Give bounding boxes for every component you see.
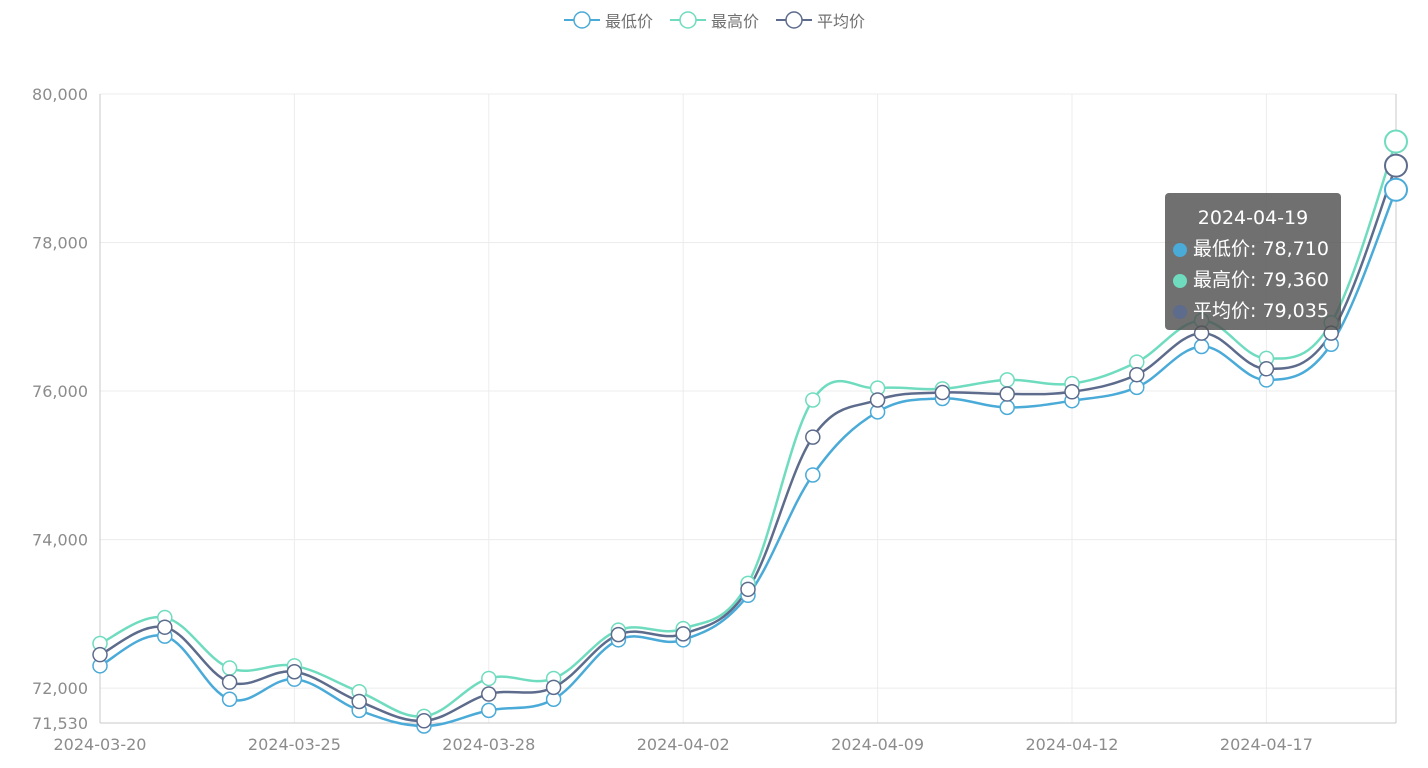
data-point-2 <box>545 679 562 696</box>
data-point-0 <box>221 691 238 707</box>
data-point-0 <box>1193 338 1210 355</box>
data-point-0 <box>805 467 821 483</box>
data-point-2 <box>1258 361 1275 377</box>
tooltip-text-min: 最低价: 78,710 <box>1193 238 1329 260</box>
data-point-1 <box>481 670 497 687</box>
tooltip-dot-max <box>1173 273 1187 288</box>
axes: 71,530 72,000 74,000 76,000 78,000 80,000 2024… <box>32 85 1397 754</box>
legend-max-icon <box>669 11 706 29</box>
data-point-1 <box>999 372 1015 388</box>
data-point-2 <box>1129 366 1145 383</box>
tooltip-dot-min <box>1173 242 1187 257</box>
data-point-2 <box>610 626 627 643</box>
x-tick-label: 2024-03-20 <box>54 735 147 754</box>
data-point-0 <box>1384 177 1408 202</box>
data-point-2 <box>805 429 821 445</box>
data-point-2 <box>481 686 497 702</box>
data-point-2 <box>1384 153 1408 178</box>
data-point-2 <box>92 646 108 663</box>
legend-min-icon <box>563 11 600 29</box>
data-point-0 <box>481 702 497 719</box>
data-point-2 <box>740 581 756 598</box>
x-tick-label: 2024-04-09 <box>831 735 924 754</box>
tooltip-row-min: 最低价: 78,710 <box>1173 234 1333 265</box>
data-point-1 <box>221 660 238 676</box>
grid-lines <box>100 93 1396 724</box>
data-point-0 <box>999 399 1015 416</box>
data-point-2 <box>221 674 238 690</box>
legend-label-max: 最高价 <box>710 12 759 31</box>
tooltip-text-avg: 平均价: 79,035 <box>1193 300 1329 322</box>
data-point-1 <box>805 392 821 408</box>
x-tick-label: 2024-03-28 <box>442 735 535 754</box>
data-point-2 <box>286 664 303 680</box>
tooltip-dot-avg <box>1173 304 1187 319</box>
y-tick-label: 74,000 <box>32 531 88 550</box>
data-point-2 <box>675 626 691 642</box>
legend-item-avg[interactable]: 平均价 <box>775 8 865 32</box>
x-tick-label: 2024-03-25 <box>248 735 341 754</box>
legend-label-avg: 平均价 <box>817 12 866 31</box>
legend-label-min: 最低价 <box>604 12 653 31</box>
data-point-2 <box>157 619 173 635</box>
data-point-2 <box>999 386 1015 402</box>
data-point-2 <box>934 384 951 401</box>
legend-item-min[interactable]: 最低价 <box>563 8 653 32</box>
legend-item-max[interactable]: 最高价 <box>669 8 759 32</box>
tooltip-text-max: 最高价: 79,360 <box>1193 269 1329 291</box>
tooltip-row-max: 最高价: 79,360 <box>1173 265 1333 296</box>
data-points <box>92 129 1408 734</box>
y-tick-label: 72,000 <box>32 679 88 698</box>
tooltip-title: 2024-04-19 <box>1197 207 1309 229</box>
y-tick-label: 80,000 <box>32 85 88 104</box>
tooltip: 2024-04-19 最低价: 78,710 最高价: 79,360 平均价: … <box>1165 193 1341 330</box>
data-point-2 <box>1064 384 1080 400</box>
data-point-2 <box>351 693 367 710</box>
tooltip-row-avg: 平均价: 79,035 <box>1173 296 1333 327</box>
legend-avg-icon <box>776 11 812 29</box>
x-tick-label: 2024-04-12 <box>1026 735 1119 754</box>
x-tick-label: 2024-04-17 <box>1220 735 1313 754</box>
data-point-2 <box>416 713 432 729</box>
legend: 最低价 最高价 平均价 <box>0 6 1428 34</box>
data-point-2 <box>869 392 886 408</box>
y-tick-label: 71,530 <box>32 714 88 733</box>
data-point-1 <box>1384 129 1408 154</box>
x-tick-label: 2024-04-02 <box>637 735 730 754</box>
y-tick-label: 78,000 <box>32 234 88 253</box>
y-tick-label: 76,000 <box>32 382 88 401</box>
